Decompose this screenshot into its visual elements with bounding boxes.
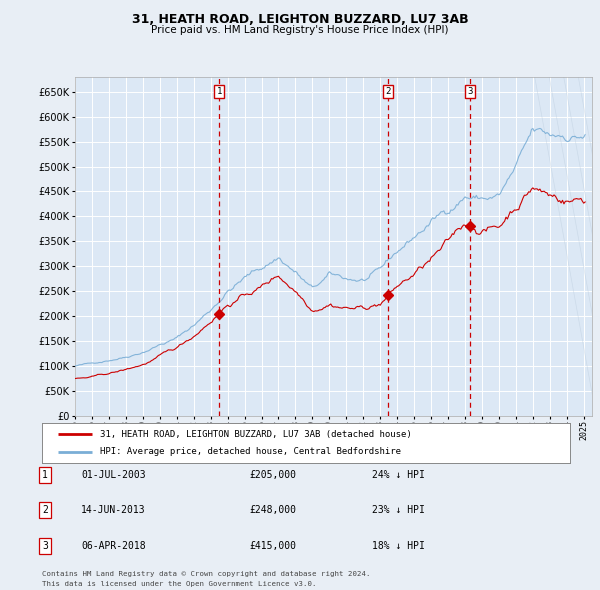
- Text: 3: 3: [42, 541, 48, 550]
- Text: 01-JUL-2003: 01-JUL-2003: [81, 470, 146, 480]
- Text: £205,000: £205,000: [249, 470, 296, 480]
- Text: 2: 2: [42, 506, 48, 515]
- Text: This data is licensed under the Open Government Licence v3.0.: This data is licensed under the Open Gov…: [42, 581, 317, 586]
- Text: 24% ↓ HPI: 24% ↓ HPI: [372, 470, 425, 480]
- Text: 2: 2: [385, 87, 391, 96]
- Text: 3: 3: [467, 87, 472, 96]
- Text: 1: 1: [42, 470, 48, 480]
- Text: 06-APR-2018: 06-APR-2018: [81, 541, 146, 550]
- Text: HPI: Average price, detached house, Central Bedfordshire: HPI: Average price, detached house, Cent…: [100, 447, 401, 457]
- Text: 31, HEATH ROAD, LEIGHTON BUZZARD, LU7 3AB (detached house): 31, HEATH ROAD, LEIGHTON BUZZARD, LU7 3A…: [100, 430, 412, 439]
- Text: Price paid vs. HM Land Registry's House Price Index (HPI): Price paid vs. HM Land Registry's House …: [151, 25, 449, 35]
- Text: 23% ↓ HPI: 23% ↓ HPI: [372, 506, 425, 515]
- Text: Contains HM Land Registry data © Crown copyright and database right 2024.: Contains HM Land Registry data © Crown c…: [42, 571, 371, 577]
- Text: 1: 1: [217, 87, 222, 96]
- Text: £248,000: £248,000: [249, 506, 296, 515]
- Text: 31, HEATH ROAD, LEIGHTON BUZZARD, LU7 3AB: 31, HEATH ROAD, LEIGHTON BUZZARD, LU7 3A…: [131, 13, 469, 26]
- Text: 14-JUN-2013: 14-JUN-2013: [81, 506, 146, 515]
- Text: £415,000: £415,000: [249, 541, 296, 550]
- Text: 18% ↓ HPI: 18% ↓ HPI: [372, 541, 425, 550]
